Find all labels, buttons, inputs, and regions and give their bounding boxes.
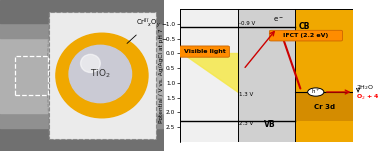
Circle shape <box>81 54 100 72</box>
Text: TiO$_2$: TiO$_2$ <box>90 68 111 80</box>
Text: O$_2$ + 4H$^+$: O$_2$ + 4H$^+$ <box>356 92 378 102</box>
Text: 2H$_2$O: 2H$_2$O <box>356 83 375 92</box>
Polygon shape <box>183 53 237 92</box>
Bar <box>0 0 164 23</box>
Bar <box>0 113 164 128</box>
Bar <box>180 9 237 27</box>
Bar <box>296 92 353 121</box>
Text: CB: CB <box>298 22 310 31</box>
Text: 2.3 V: 2.3 V <box>239 121 254 126</box>
Text: VB: VB <box>263 120 275 129</box>
Text: Visible light: Visible light <box>184 49 225 54</box>
Bar <box>15 56 48 95</box>
Bar <box>0 128 164 151</box>
Text: e$^-$: e$^-$ <box>273 15 284 24</box>
Text: IFCT (2.2 eV): IFCT (2.2 eV) <box>283 33 328 38</box>
Text: 1.3 V: 1.3 V <box>239 92 254 97</box>
Text: Cr$^{III}$$_x$O$_y$: Cr$^{III}$$_x$O$_y$ <box>127 17 161 43</box>
Bar <box>0 38 164 113</box>
FancyBboxPatch shape <box>180 46 229 57</box>
Text: Potential / V vs. Ag/AgCl at pH 7: Potential / V vs. Ag/AgCl at pH 7 <box>160 28 164 123</box>
Circle shape <box>308 88 324 96</box>
Bar <box>0 23 164 38</box>
Bar <box>180 27 237 142</box>
Text: Cr 3d: Cr 3d <box>314 103 335 109</box>
Circle shape <box>69 45 132 103</box>
Text: -0.9 V: -0.9 V <box>239 21 256 26</box>
Circle shape <box>56 33 148 118</box>
Text: h$^+$: h$^+$ <box>311 88 320 96</box>
Bar <box>296 9 353 142</box>
Bar <box>49 12 156 139</box>
FancyBboxPatch shape <box>270 30 342 41</box>
Bar <box>237 9 296 142</box>
